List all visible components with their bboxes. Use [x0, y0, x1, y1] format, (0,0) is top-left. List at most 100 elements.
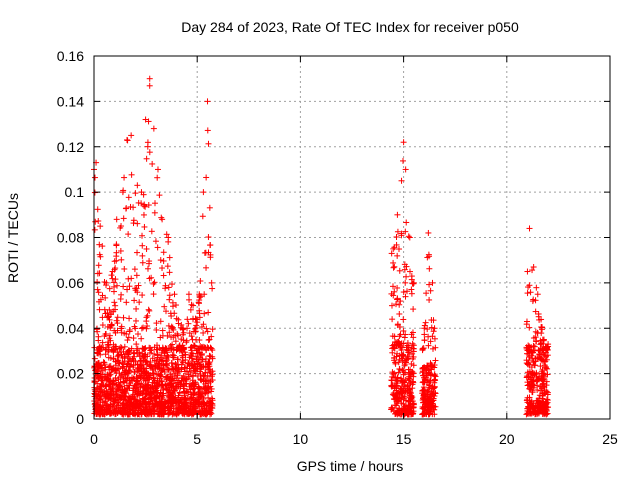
data-point: [140, 211, 147, 218]
data-point: [181, 364, 188, 371]
data-point: [403, 219, 410, 226]
data-point: [407, 397, 414, 404]
data-point: [156, 192, 163, 199]
data-point: [136, 353, 143, 360]
data-point: [148, 346, 155, 353]
data-point: [136, 402, 143, 409]
data-point: [134, 375, 141, 382]
data-point: [191, 390, 198, 397]
data-point: [395, 410, 402, 417]
data-point: [152, 365, 159, 372]
data-point: [427, 410, 434, 417]
data-point: [430, 328, 437, 335]
data-point: [121, 174, 128, 181]
data-point: [143, 155, 150, 162]
data-point: [152, 394, 159, 401]
data-point: [402, 279, 409, 286]
data-point: [188, 333, 195, 340]
data-point: [160, 249, 167, 256]
data-point: [110, 288, 117, 295]
data-point: [153, 320, 160, 327]
data-point: [109, 275, 116, 282]
data-point: [124, 354, 131, 361]
data-point: [165, 389, 172, 396]
data-point: [108, 322, 115, 329]
data-point: [205, 359, 212, 366]
data-point: [142, 203, 149, 210]
data-point: [534, 355, 541, 362]
data-point: [405, 346, 412, 353]
data-point: [396, 310, 403, 317]
data-point: [117, 409, 124, 416]
data-point: [185, 320, 192, 327]
data-point: [527, 386, 534, 393]
data-point: [181, 349, 188, 356]
data-point: [150, 125, 157, 132]
data-point: [197, 388, 204, 395]
data-point: [118, 291, 125, 298]
data-point: [93, 326, 100, 333]
data-point: [139, 232, 146, 239]
data-point: [170, 334, 177, 341]
data-point: [156, 375, 163, 382]
data-point: [205, 337, 212, 344]
data-point: [96, 241, 103, 248]
data-point: [196, 294, 203, 301]
data-point: [429, 402, 436, 409]
data-point: [159, 216, 166, 223]
data-point: [182, 376, 189, 383]
data-point: [393, 402, 400, 409]
data-point: [94, 278, 101, 285]
data-point: [105, 313, 112, 320]
data-point: [394, 322, 401, 329]
data-point: [399, 380, 406, 387]
data-point: [189, 373, 196, 380]
data-point: [91, 226, 98, 233]
data-point: [92, 218, 99, 225]
data-point: [426, 281, 433, 288]
data-point: [427, 378, 434, 385]
data-point: [157, 354, 164, 361]
data-point: [390, 245, 397, 252]
data-point: [187, 344, 194, 351]
data-point: [166, 269, 173, 276]
data-point: [156, 410, 163, 417]
data-point: [202, 411, 209, 418]
data-point: [199, 213, 206, 220]
data-point: [119, 354, 126, 361]
data-point: [430, 317, 437, 324]
data-point: [146, 75, 153, 82]
data-point: [138, 325, 145, 332]
data-point: [396, 342, 403, 349]
data-point: [183, 337, 190, 344]
data-point: [423, 290, 430, 297]
data-point: [122, 205, 129, 212]
data-point: [176, 398, 183, 405]
data-point: [134, 361, 141, 368]
data-point: [196, 392, 203, 399]
data-point: [425, 333, 432, 340]
data-point: [187, 369, 194, 376]
data-point: [120, 375, 127, 382]
data-point: [397, 331, 404, 338]
data-point: [530, 263, 537, 270]
data-point: [203, 174, 210, 181]
data-point: [168, 345, 175, 352]
data-point: [391, 355, 398, 362]
data-point: [111, 299, 118, 306]
data-point: [139, 259, 146, 266]
data-point: [396, 267, 403, 274]
data-point: [107, 378, 114, 385]
data-point: [96, 270, 103, 277]
data-point: [117, 379, 124, 386]
data-point: [394, 228, 401, 235]
data-point: [132, 287, 139, 294]
data-point: [153, 326, 160, 333]
data-point: [157, 389, 164, 396]
data-point: [404, 288, 411, 295]
data-point: [389, 391, 396, 398]
data-point: [399, 357, 406, 364]
data-point: [96, 362, 103, 369]
data-point: [532, 308, 539, 315]
data-point: [143, 365, 150, 372]
